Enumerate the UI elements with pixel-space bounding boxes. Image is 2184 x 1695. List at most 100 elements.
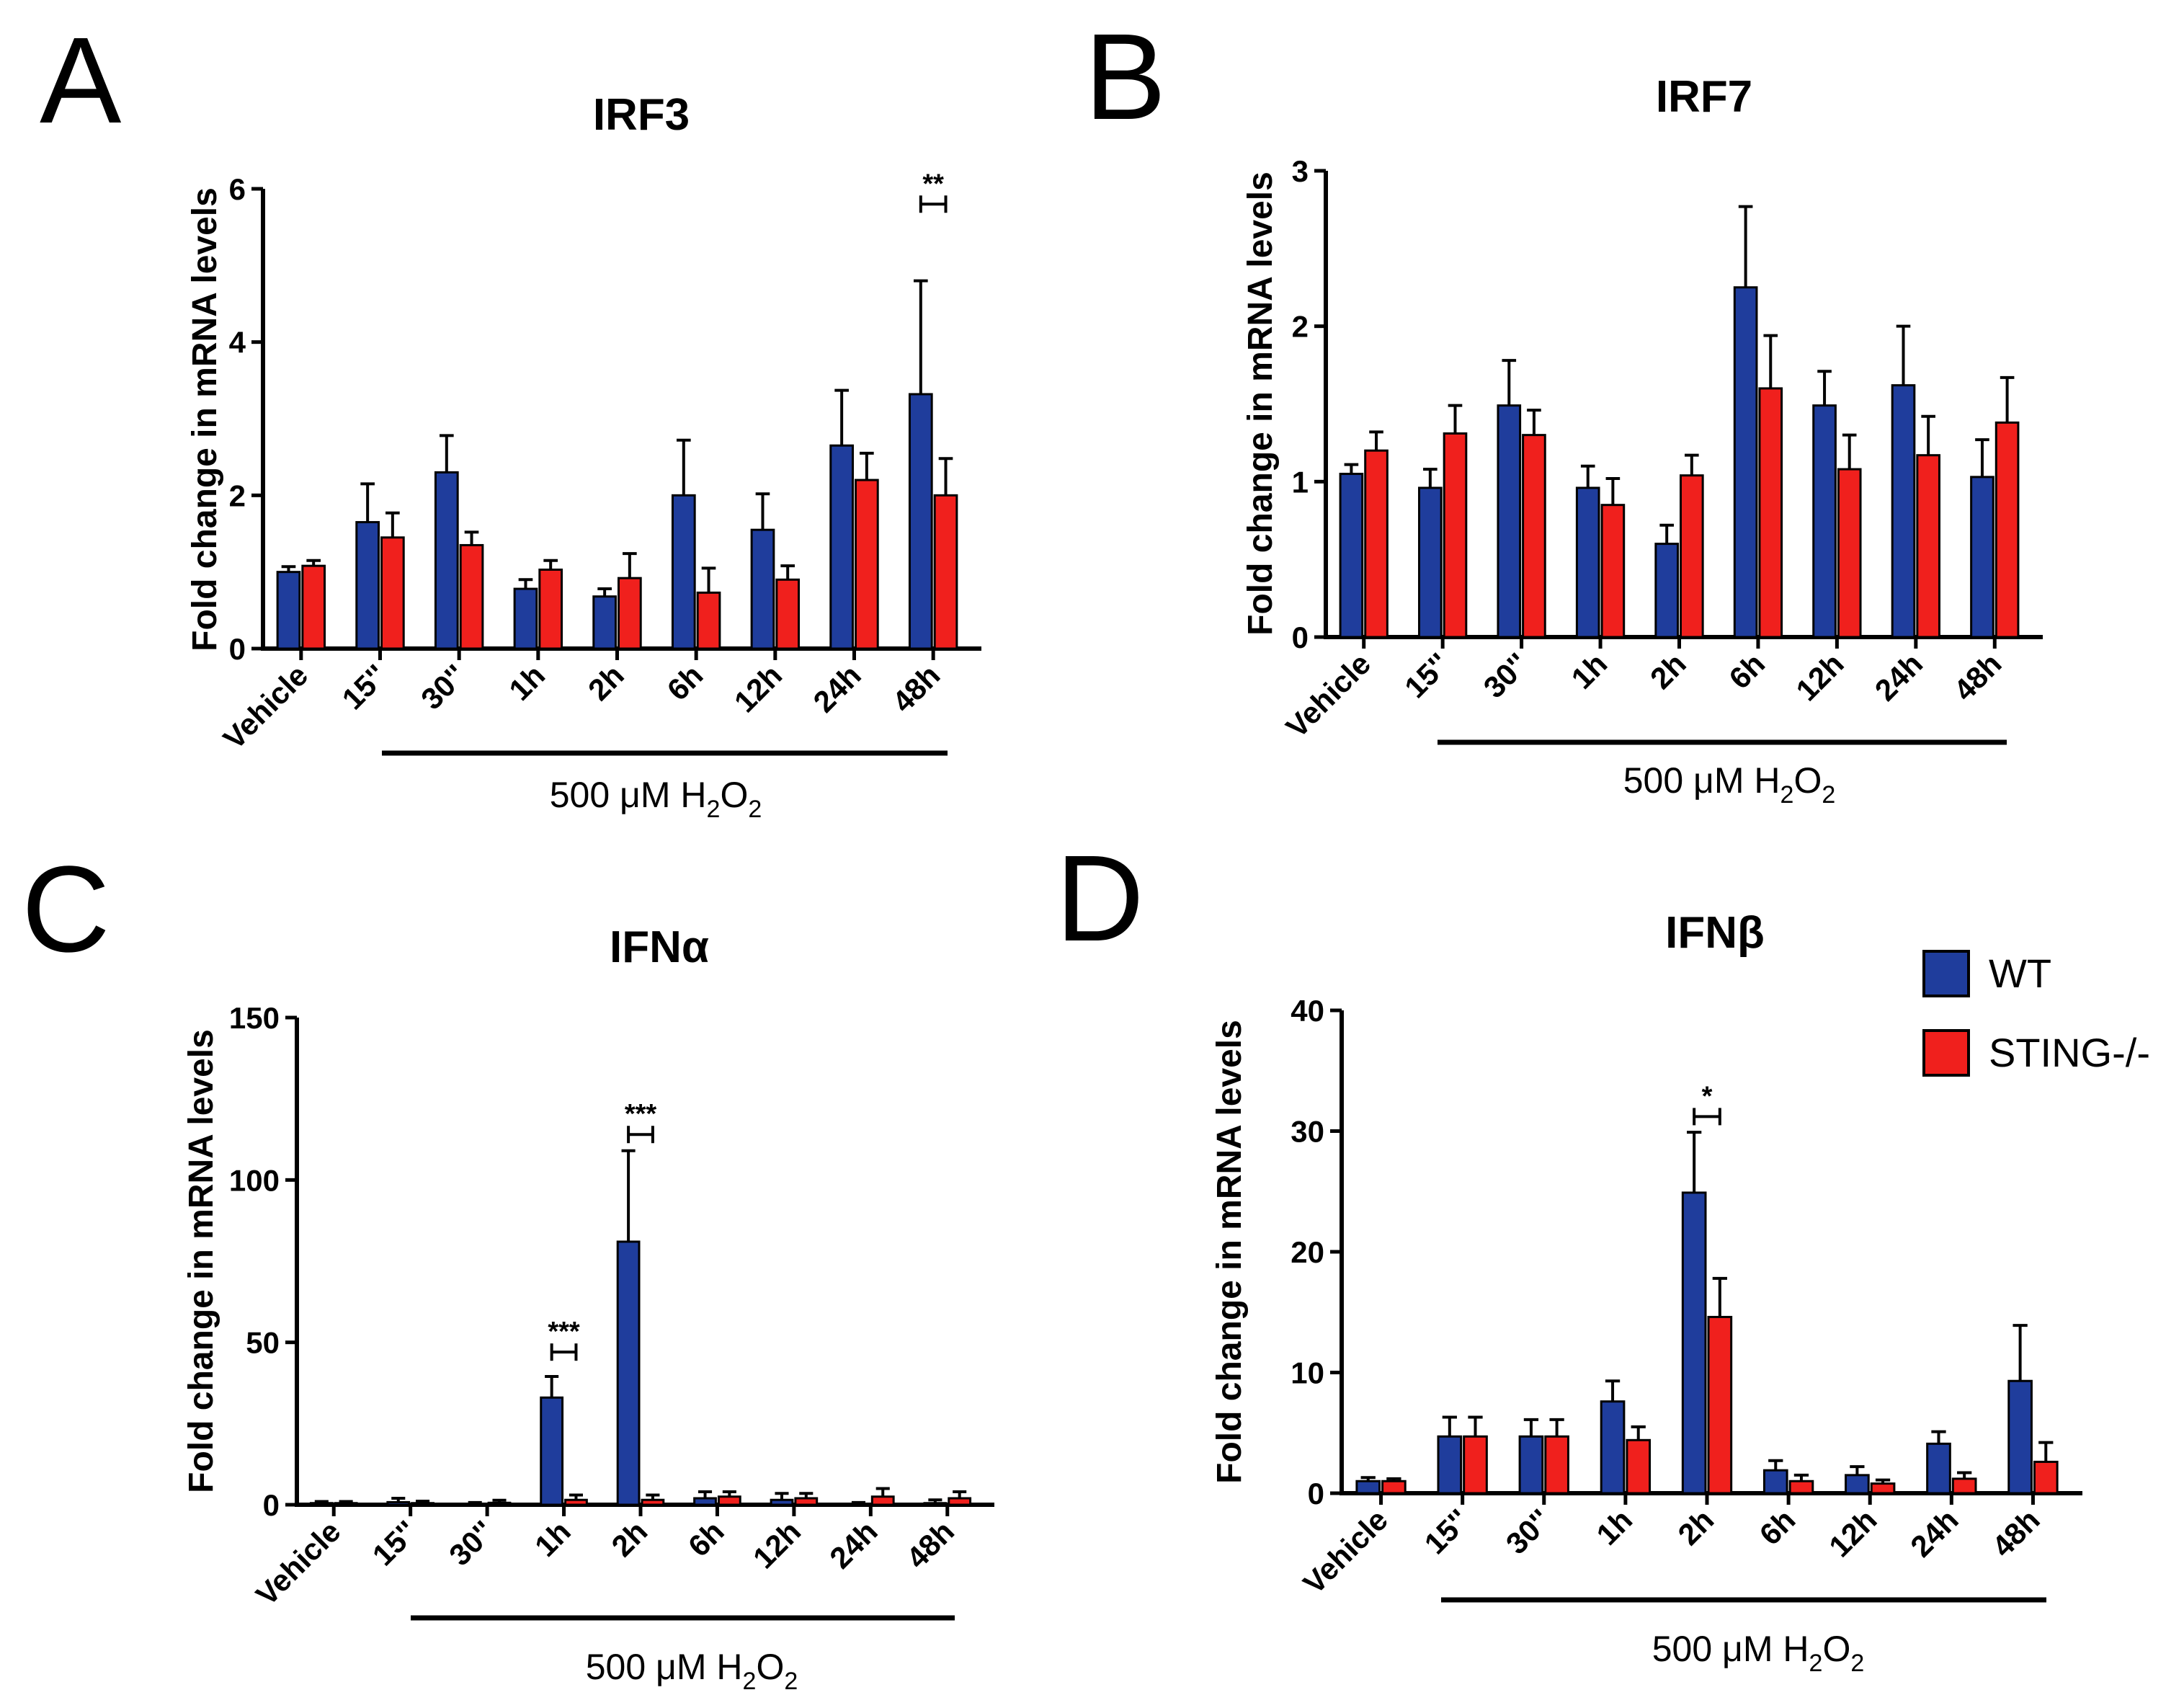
legend: WT STING-/-: [1922, 950, 2150, 1077]
bar-wt-8: [1970, 476, 1994, 639]
y-tick-label: 2: [1292, 310, 1309, 344]
bar-wt-1: [355, 521, 380, 650]
y-tick-label: 1: [1292, 465, 1309, 499]
bar-sting-7: [855, 479, 879, 650]
bar-wt-5: [693, 1497, 717, 1506]
bar-sting-4: [618, 577, 642, 650]
bar-sting-1: [1463, 1435, 1488, 1495]
bar-wt-8: [923, 1502, 948, 1506]
y-axis-label: Fold change in mRNA levels: [186, 187, 224, 651]
y-tick-label: 0: [229, 632, 246, 666]
bar-sting-0: [334, 1502, 358, 1506]
panel-letter: D: [1056, 830, 1144, 967]
treatment-label: 500 μM H2O2: [550, 775, 762, 823]
legend-swatch-wt: [1922, 950, 1970, 997]
bar-wt-7: [1891, 384, 1916, 639]
bar-wt-0: [309, 1502, 334, 1506]
y-tick-label: 20: [1291, 1235, 1324, 1269]
y-tick-label: 4: [229, 326, 246, 360]
bar-sting-7: [1916, 454, 1940, 639]
bar-wt-5: [1733, 286, 1758, 639]
y-tick-label: 30: [1291, 1115, 1324, 1149]
bar-wt-6: [1812, 404, 1837, 639]
bar-sting-2: [459, 543, 484, 650]
y-tick-label: 6: [229, 172, 246, 206]
treatment-label: 500 μM H2O2: [1623, 760, 1836, 809]
y-tick-label: 50: [246, 1326, 280, 1360]
panel-d: D IFNβ Fold change in mRNA levels 0 10 20 30 40…: [1056, 830, 2082, 1677]
bar-sting-6: [775, 578, 801, 650]
bar-wt-4: [1654, 543, 1679, 639]
panel-letter: B: [1084, 9, 1166, 146]
bar-sting-7: [870, 1495, 895, 1506]
legend-label: WT: [1989, 951, 2051, 996]
bar-sting-6: [1870, 1482, 1896, 1495]
bar-sting-8: [1994, 421, 2020, 639]
bar-sting-8: [2033, 1460, 2059, 1495]
chart-title: IRF3: [593, 90, 690, 140]
bar-wt-3: [1575, 486, 1600, 639]
bar-wt-3: [540, 1396, 564, 1506]
y-tick-label: 150: [229, 1001, 280, 1035]
bar-sting-5: [717, 1495, 741, 1506]
significance-label: ***: [548, 1317, 580, 1347]
bar-wt-0: [1339, 473, 1364, 639]
bar-wt-1: [386, 1500, 411, 1506]
legend-swatch-sting: [1922, 1029, 1970, 1077]
significance-label: ***: [625, 1099, 657, 1129]
bar-wt-8: [2007, 1379, 2033, 1495]
bar-sting-1: [411, 1502, 434, 1506]
y-tick-label: 0: [1292, 620, 1309, 654]
bar-wt-2: [1497, 404, 1522, 639]
bar-sting-4: [641, 1498, 665, 1506]
bar-sting-1: [380, 536, 405, 650]
bar-wt-4: [592, 595, 618, 650]
bar-sting-3: [1626, 1438, 1652, 1495]
y-tick-label: 100: [229, 1163, 280, 1197]
bar-sting-0: [301, 564, 326, 650]
bar-wt-7: [1926, 1442, 1951, 1495]
bar-wt-0: [1355, 1480, 1381, 1495]
chart-title: IRF7: [1656, 72, 1752, 122]
y-tick-label: 3: [1292, 154, 1309, 188]
y-axis-label: Fold change in mRNA levels: [1242, 172, 1280, 636]
bar-sting-2: [487, 1501, 512, 1506]
bar-wt-3: [513, 587, 538, 650]
y-axis-label: Fold change in mRNA levels: [182, 1029, 220, 1493]
bar-wt-6: [750, 528, 775, 650]
bar-sting-3: [538, 568, 563, 650]
bar-wt-1: [1418, 486, 1443, 639]
bar-sting-3: [1600, 504, 1626, 639]
panel-letter: C: [22, 841, 110, 978]
significance-label: **: [922, 169, 944, 199]
bar-wt-6: [770, 1498, 794, 1506]
bar-sting-8: [933, 494, 958, 650]
bar-wt-4: [1681, 1191, 1707, 1495]
bar-wt-8: [908, 393, 933, 650]
bar-sting-2: [1544, 1435, 1569, 1495]
bar-wt-2: [463, 1503, 487, 1506]
bar-wt-5: [671, 494, 696, 650]
bar-sting-6: [1837, 468, 1862, 639]
bar-sting-2: [1522, 434, 1546, 639]
bar-wt-7: [829, 444, 855, 650]
bar-sting-4: [1680, 474, 1704, 639]
bar-wt-4: [616, 1240, 641, 1506]
bar-sting-1: [1443, 432, 1468, 639]
treatment-label: 500 μM H2O2: [1652, 1629, 1865, 1677]
chart-title: IFNα: [610, 922, 709, 972]
y-axis-label: Fold change in mRNA levels: [1211, 1020, 1249, 1484]
bar-wt-7: [847, 1503, 870, 1506]
bar-sting-4: [1707, 1315, 1733, 1495]
bar-sting-3: [564, 1498, 588, 1506]
bar-sting-5: [1758, 387, 1783, 639]
bar-wt-3: [1600, 1400, 1626, 1495]
bar-sting-5: [696, 591, 721, 650]
y-tick-label: 40: [1291, 994, 1324, 1028]
legend-label: STING-/-: [1989, 1030, 2150, 1075]
y-tick-label: 2: [229, 479, 246, 512]
y-tick-label: 0: [263, 1488, 280, 1522]
y-tick-label: 10: [1291, 1356, 1324, 1390]
significance-label: *: [1702, 1081, 1713, 1111]
